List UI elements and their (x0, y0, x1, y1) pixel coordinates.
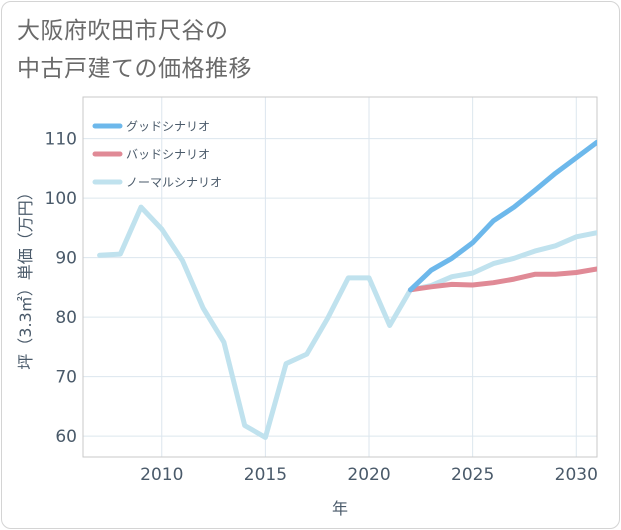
plot-border (82, 96, 598, 458)
legend-item: バッドシナリオ (92, 148, 210, 162)
x-tick-label: 2020 (347, 465, 390, 485)
legend-label: グッドシナリオ (126, 120, 210, 134)
x-tick-label: 2015 (244, 465, 287, 485)
y-tick-label: 90 (55, 249, 77, 269)
legend-item: グッドシナリオ (92, 120, 210, 134)
y-tick-label: 110 (45, 130, 77, 150)
series-line (97, 204, 597, 440)
y-axis-label: 坪（3.3㎡）単価（万円） (16, 184, 35, 369)
x-tick-label: 2010 (140, 465, 183, 485)
y-tick-label: 100 (45, 189, 77, 209)
x-tick-label: 2025 (451, 465, 494, 485)
y-tick-label: 60 (55, 427, 77, 447)
x-axis-label: 年 (332, 499, 348, 518)
tick-labels: 2010 2015 2020 2025 2030 60 70 80 90 100 110 (45, 130, 598, 485)
series-line (408, 139, 597, 293)
y-tick-label: 70 (55, 368, 77, 388)
y-tick-label: 80 (55, 308, 77, 328)
series-layer (97, 139, 597, 440)
legend-item: ノーマルシナリオ (92, 176, 222, 190)
chart-title: 大阪府吹田市尺谷の 中古戸建ての価格推移 (17, 18, 252, 82)
legend-label: ノーマルシナリオ (126, 176, 222, 190)
x-tick-label: 2030 (555, 465, 598, 485)
series-line (408, 266, 597, 293)
legend-label: バッドシナリオ (126, 148, 210, 162)
